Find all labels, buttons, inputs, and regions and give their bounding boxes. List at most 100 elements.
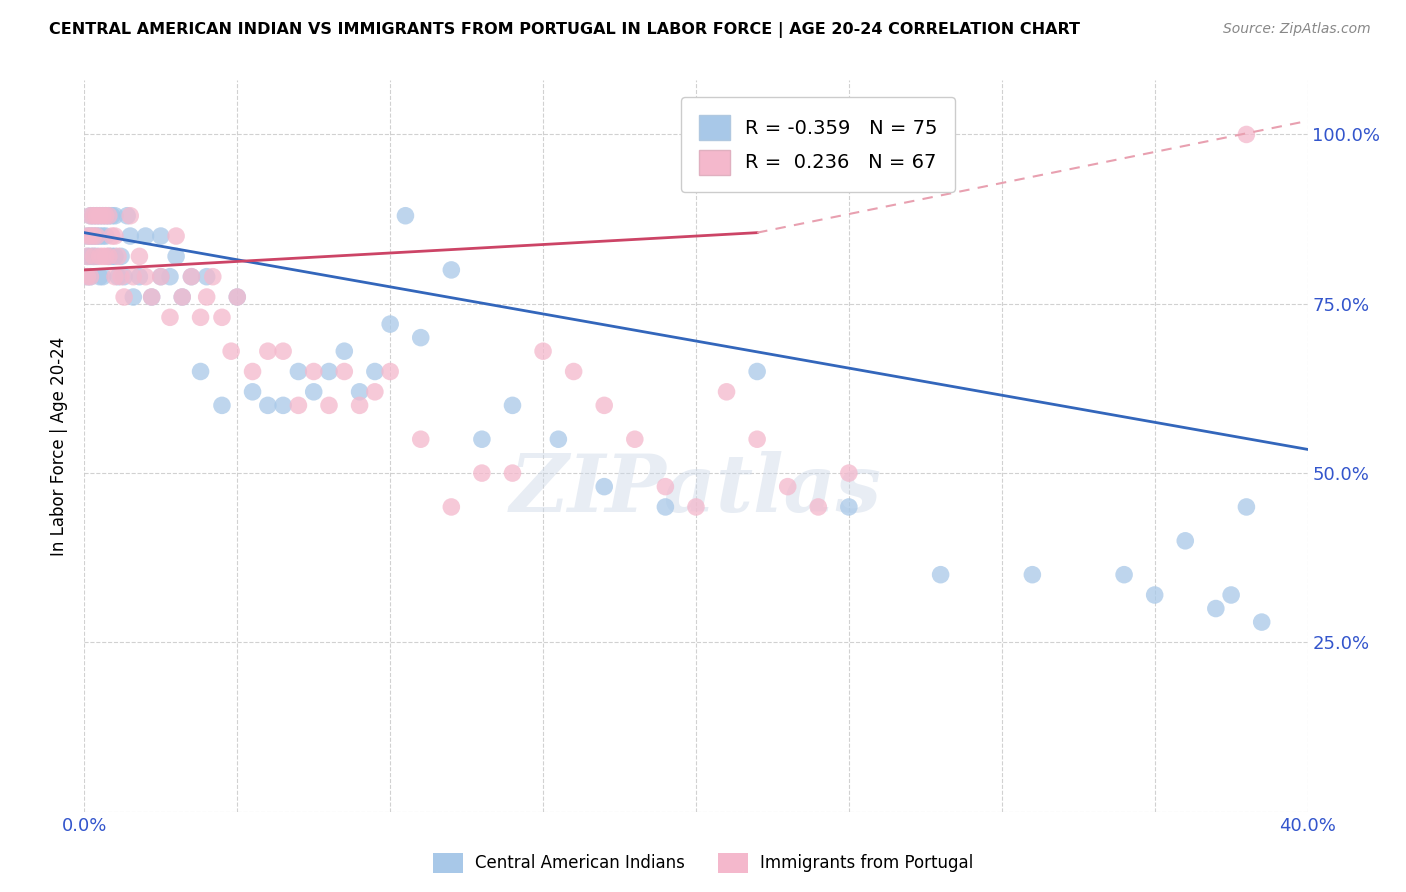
Point [122, 269, 145, 284]
Point [120, 229, 142, 244]
Point [97, 249, 120, 263]
Point [91, 209, 114, 223]
Point [115, 209, 138, 223]
Point [502, 466, 524, 480]
Point [128, 269, 150, 284]
Point [83, 229, 105, 244]
Point [128, 249, 150, 263]
Point [76, 249, 98, 263]
Point [141, 290, 163, 304]
Point [226, 290, 249, 304]
Point [287, 364, 309, 378]
Point [91, 269, 114, 284]
Point [380, 317, 402, 331]
Point [593, 480, 616, 494]
Point [190, 364, 212, 378]
Point [1114, 567, 1136, 582]
Point [135, 229, 157, 244]
Point [257, 398, 280, 412]
Point [211, 398, 233, 412]
Point [318, 398, 340, 412]
Point [1174, 533, 1197, 548]
Point [380, 364, 402, 378]
Point [302, 384, 325, 399]
Point [101, 229, 124, 244]
Point [89, 209, 111, 223]
Point [89, 269, 111, 284]
Point [97, 209, 120, 223]
Point [94, 209, 117, 223]
Point [135, 269, 157, 284]
Point [76, 229, 98, 244]
Point [83, 209, 105, 223]
Point [1021, 567, 1043, 582]
Point [211, 310, 233, 325]
Point [318, 364, 340, 378]
Point [86, 229, 108, 244]
Point [86, 229, 108, 244]
Point [86, 249, 108, 263]
Point [364, 364, 387, 378]
Point [287, 398, 309, 412]
Point [104, 269, 127, 284]
Point [101, 249, 124, 263]
Point [242, 384, 264, 399]
Point [97, 209, 120, 223]
Point [1205, 601, 1227, 615]
Point [807, 500, 830, 514]
Point [838, 466, 860, 480]
Point [172, 290, 194, 304]
Point [76, 229, 98, 244]
Point [94, 229, 117, 244]
Point [79, 209, 101, 223]
Point [165, 229, 187, 244]
Point [201, 269, 224, 284]
Point [271, 398, 294, 412]
Point [120, 209, 142, 223]
Point [104, 229, 127, 244]
Point [79, 269, 101, 284]
Point [76, 269, 98, 284]
Point [685, 500, 707, 514]
Y-axis label: In Labor Force | Age 20-24: In Labor Force | Age 20-24 [51, 336, 69, 556]
Point [242, 364, 264, 378]
Point [91, 229, 114, 244]
Point [79, 249, 101, 263]
Point [333, 364, 356, 378]
Point [349, 398, 371, 412]
Point [349, 384, 371, 399]
Point [190, 310, 212, 325]
Point [79, 269, 101, 284]
Point [76, 269, 98, 284]
Point [149, 269, 172, 284]
Point [333, 344, 356, 359]
Point [104, 209, 127, 223]
Point [101, 209, 124, 223]
Text: CENTRAL AMERICAN INDIAN VS IMMIGRANTS FROM PORTUGAL IN LABOR FORCE | AGE 20-24 C: CENTRAL AMERICAN INDIAN VS IMMIGRANTS FR… [49, 22, 1080, 38]
Point [107, 249, 129, 263]
Point [112, 290, 135, 304]
Point [86, 209, 108, 223]
Point [531, 344, 554, 359]
Point [257, 344, 280, 359]
Point [86, 209, 108, 223]
Text: ZIPatlas: ZIPatlas [510, 451, 882, 529]
Point [440, 263, 463, 277]
Point [83, 229, 105, 244]
Legend: Central American Indians, Immigrants from Portugal: Central American Indians, Immigrants fro… [426, 847, 980, 880]
Point [776, 480, 799, 494]
Point [654, 500, 676, 514]
Point [180, 269, 202, 284]
Point [471, 432, 494, 446]
Point [83, 209, 105, 223]
Point [91, 249, 114, 263]
Point [149, 269, 172, 284]
Point [747, 432, 769, 446]
Point [302, 364, 325, 378]
Point [172, 290, 194, 304]
Point [110, 269, 132, 284]
Point [159, 310, 181, 325]
Point [89, 209, 111, 223]
Point [502, 398, 524, 412]
Point [83, 249, 105, 263]
